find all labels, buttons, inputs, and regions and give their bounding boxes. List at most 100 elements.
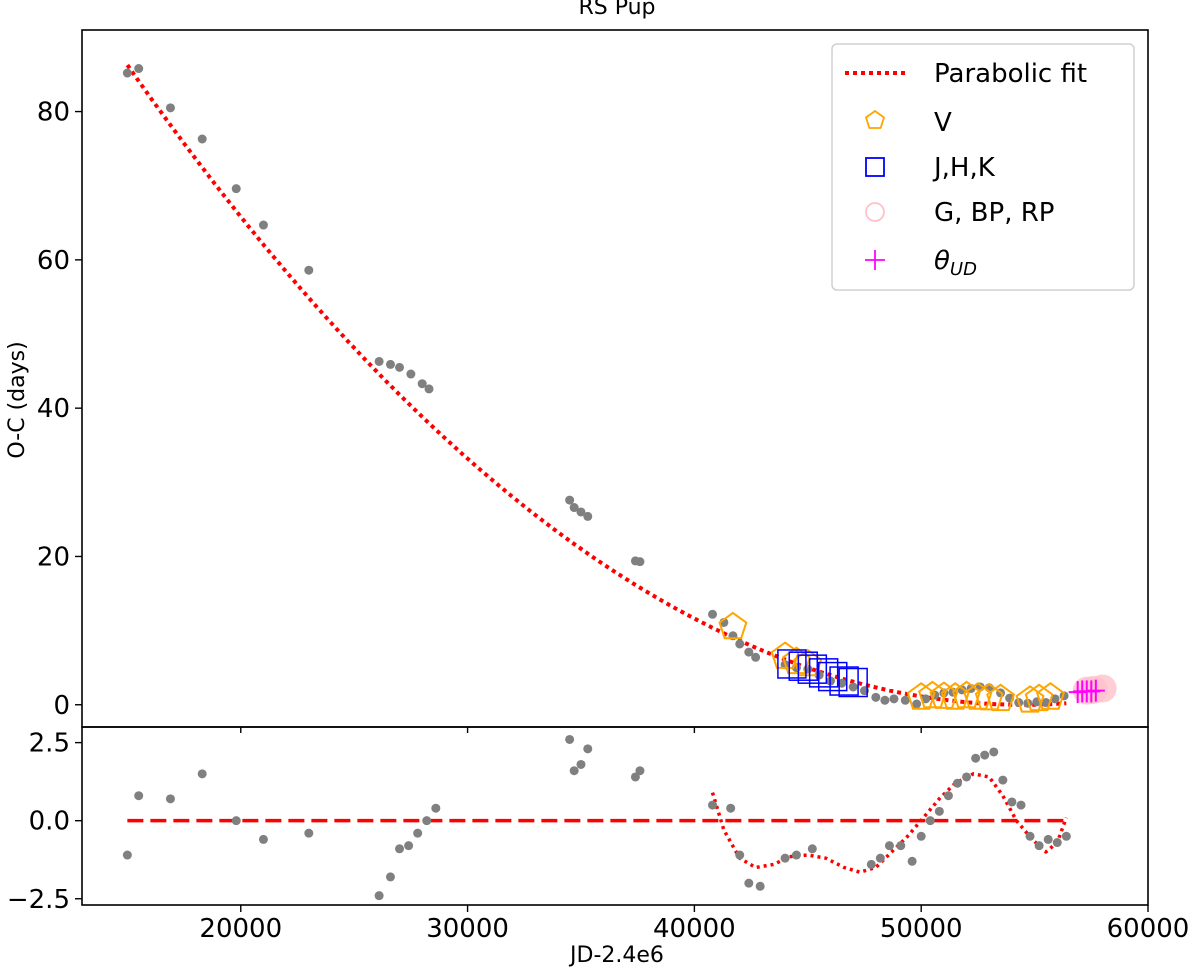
v-band-marker — [718, 611, 748, 640]
legend-square-marker — [865, 157, 885, 177]
residual-data-point — [934, 806, 944, 816]
residual-data-point — [896, 841, 906, 851]
residual-data-point — [1043, 834, 1053, 844]
x-tick-label: 50000 — [880, 914, 963, 944]
legend-plus-marker — [865, 250, 885, 270]
oc-data-point — [374, 356, 384, 366]
legend-label-parabolic-fit: Parabolic fit — [934, 59, 1087, 89]
legend-pentagon-marker — [864, 109, 886, 129]
residual-data-point — [907, 856, 917, 866]
residual-data-point — [998, 775, 1008, 785]
legend-theta-symbol: θ — [934, 246, 950, 276]
oc-data-point — [395, 362, 405, 372]
oc-data-point — [576, 507, 586, 517]
residual-data-point — [971, 753, 981, 763]
residual-data-point — [583, 744, 593, 754]
y-tick-label: 60 — [37, 246, 70, 276]
oc-data-point — [708, 609, 718, 619]
v-band-marker — [918, 680, 947, 709]
residual-data-point — [952, 778, 962, 788]
oc-data-point — [744, 647, 754, 657]
legend-theta-subscript: UD — [950, 259, 977, 280]
v-band-marker — [963, 682, 993, 710]
parabolic-fit-line — [125, 63, 1067, 707]
v-band-marker — [952, 680, 982, 709]
residual-data-point — [431, 803, 441, 813]
residual-y-tick-label: 2.5 — [29, 729, 70, 759]
residual-data-point — [635, 766, 645, 776]
y-tick-label: 20 — [37, 542, 70, 572]
theta-ud-marker — [1086, 679, 1105, 702]
x-axis-label: JD-2.4e6 — [568, 943, 664, 968]
oc-data-point — [569, 503, 579, 513]
v-band-marker — [1015, 685, 1045, 713]
chart-title: RS Pup — [578, 0, 655, 20]
residual-data-point — [744, 878, 754, 888]
oc-data-point — [258, 220, 268, 230]
oc-data-point — [197, 134, 207, 144]
residual-data-point — [374, 891, 384, 901]
oc-data-point — [889, 694, 899, 704]
residual-data-point — [989, 747, 999, 757]
oc-data-point — [134, 64, 144, 74]
residual-data-point — [413, 828, 423, 838]
jhk-band-marker — [797, 654, 828, 684]
residual-data-point — [755, 881, 765, 891]
v-band-marker — [974, 682, 1004, 711]
oc-data-point — [406, 369, 416, 379]
y-tick-label: 0 — [53, 691, 70, 721]
oc-data-point — [231, 184, 241, 194]
x-tick-label: 20000 — [199, 914, 282, 944]
legend-circle-marker — [865, 202, 885, 222]
v-band-marker — [986, 683, 1016, 712]
legend-label-theta-ud: θUD — [934, 246, 977, 280]
oc-data-point — [417, 379, 427, 389]
residual-data-point — [304, 828, 314, 838]
residual-data-point — [875, 853, 885, 863]
residual-data-point — [726, 803, 736, 813]
oc-data-point — [751, 652, 761, 662]
residual-data-point — [395, 844, 405, 854]
oc-data-point — [900, 695, 910, 705]
residual-data-point — [1061, 831, 1071, 841]
residual-data-point — [134, 791, 144, 801]
oc-data-point — [304, 265, 314, 275]
residual-data-point — [807, 844, 817, 854]
oc-data-point — [635, 557, 645, 567]
jhk-band-marker — [829, 666, 859, 696]
residual-data-point — [962, 772, 972, 782]
residual-data-point — [916, 831, 926, 841]
oc-data-point — [385, 359, 395, 369]
legend-label-jhk: J,H,K — [932, 153, 996, 183]
x-tick-label: 40000 — [653, 914, 736, 944]
oc-data-point — [122, 68, 132, 78]
legend-label-g-bp-rp: G, BP, RP — [934, 198, 1054, 228]
x-tick-label: 30000 — [426, 914, 509, 944]
residual-data-point — [708, 800, 718, 810]
y-axis-label: O-C (days) — [5, 341, 30, 458]
residual-data-point — [980, 750, 990, 760]
residual-data-point — [576, 759, 586, 769]
oc-data-point — [848, 682, 858, 692]
residual-data-point — [258, 834, 268, 844]
v-band-marker — [1024, 683, 1054, 712]
residual-y-tick-label: −2.5 — [7, 885, 70, 915]
jhk-band-marker — [788, 651, 819, 681]
y-tick-label: 40 — [37, 394, 70, 424]
residual-data-point — [569, 766, 579, 776]
oc-data-point — [565, 495, 575, 505]
residual-data-point — [165, 794, 175, 804]
jhk-band-marker — [777, 649, 807, 679]
residual-data-point — [925, 816, 935, 826]
residual-data-point — [780, 853, 790, 863]
y-tick-label: 80 — [37, 98, 70, 128]
residual-data-point — [565, 734, 575, 744]
residual-data-point — [385, 872, 395, 882]
x-tick-label: 60000 — [1107, 914, 1190, 944]
residual-data-point — [791, 850, 801, 860]
jhk-band-marker — [838, 667, 868, 698]
residual-y-tick-label: 0.0 — [29, 807, 70, 837]
residual-data-point — [735, 850, 745, 860]
residual-data-point — [1016, 800, 1026, 810]
oc-data-point — [921, 694, 931, 704]
